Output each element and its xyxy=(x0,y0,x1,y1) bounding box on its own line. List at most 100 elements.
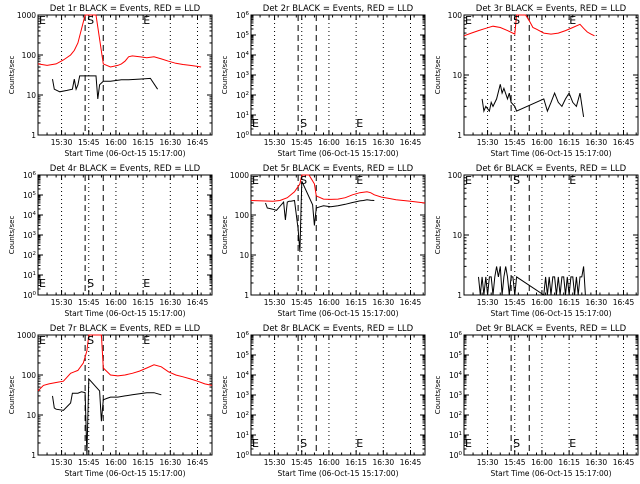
y-tick-label: 105 xyxy=(23,191,37,200)
end-marker-left: E xyxy=(39,14,46,27)
y-tick-label: 100 xyxy=(448,11,463,20)
y-tick-label: 105 xyxy=(236,31,250,40)
end-marker-left: E xyxy=(465,437,472,450)
x-axis-label: Start Time (06-Oct-15 15:17:00) xyxy=(64,309,185,318)
end-marker: E xyxy=(143,14,150,27)
x-tick-label: 15:30 xyxy=(477,138,499,147)
y-tick-label: 10 xyxy=(452,71,462,80)
x-tick-label: 16:45 xyxy=(187,458,209,467)
chart-panel-1: Det 1r BLACK = Events, RED = LLD 1 10 100 10… xyxy=(8,4,213,158)
chart-title: Det 8r BLACK = Events, RED = LLD xyxy=(263,324,414,334)
y-tick-label: 106 xyxy=(23,171,37,180)
x-tick-label: 16:45 xyxy=(187,138,209,147)
series-line-red xyxy=(37,334,213,392)
start-marker: S xyxy=(300,174,307,187)
x-tick-label: 15:30 xyxy=(264,298,286,307)
start-marker: S xyxy=(87,277,94,290)
end-marker: E xyxy=(569,174,576,187)
y-tick-label: 101 xyxy=(236,111,249,120)
y-tick-label: 101 xyxy=(449,431,462,440)
series-line-black xyxy=(265,180,375,252)
x-tick-label: 15:30 xyxy=(51,458,73,467)
y-axis-label: Counts/sec xyxy=(434,56,442,95)
y-tick-label: 104 xyxy=(23,211,37,220)
x-tick-label: 16:15 xyxy=(132,458,154,467)
x-tick-label: 16:45 xyxy=(613,298,635,307)
series-line-black xyxy=(481,84,585,117)
chart-title: Det 9r BLACK = Events, RED = LLD xyxy=(476,324,627,334)
x-tick-label: 15:30 xyxy=(264,138,286,147)
x-tick-label: 16:00 xyxy=(318,298,340,307)
x-axis-label: Start Time (06-Oct-15 15:17:00) xyxy=(64,149,185,158)
end-marker: E xyxy=(143,277,150,290)
x-tick-label: 15:30 xyxy=(51,138,73,147)
x-tick-label: 15:45 xyxy=(504,298,526,307)
end-marker: E xyxy=(569,437,576,450)
start-marker: S xyxy=(300,117,307,130)
y-tick-label: 106 xyxy=(236,331,250,340)
y-tick-label: 102 xyxy=(449,411,462,420)
y-tick-label: 104 xyxy=(236,51,250,60)
y-tick-label: 1000 xyxy=(230,171,249,180)
y-tick-label: 105 xyxy=(236,351,250,360)
y-tick-label: 103 xyxy=(236,391,250,400)
y-tick-label: 100 xyxy=(236,451,250,460)
y-axis-label: Counts/sec xyxy=(8,216,16,255)
y-tick-label: 100 xyxy=(22,371,37,380)
plot-frame xyxy=(250,174,426,296)
y-tick-label: 101 xyxy=(23,271,36,280)
y-tick-label: 1 xyxy=(244,291,249,300)
x-tick-label: 15:30 xyxy=(477,298,499,307)
plot-frame xyxy=(250,334,426,456)
y-tick-label: 104 xyxy=(236,371,250,380)
series-line-black xyxy=(52,75,159,99)
x-tick-label: 16:30 xyxy=(586,138,608,147)
x-tick-label: 15:30 xyxy=(51,298,73,307)
x-tick-label: 15:45 xyxy=(291,138,313,147)
y-tick-label: 100 xyxy=(448,171,463,180)
y-tick-label: 106 xyxy=(236,11,250,20)
x-axis-label: Start Time (06-Oct-15 15:17:00) xyxy=(277,149,398,158)
chart-title: Det 5r BLACK = Events, RED = LLD xyxy=(263,164,414,174)
x-tick-label: 16:00 xyxy=(105,458,127,467)
x-tick-label: 16:00 xyxy=(318,458,340,467)
y-tick-label: 1000 xyxy=(17,11,36,20)
end-marker-left: E xyxy=(39,277,46,290)
x-tick-label: 15:45 xyxy=(291,298,313,307)
end-marker-left: E xyxy=(465,14,472,27)
y-tick-label: 102 xyxy=(236,411,249,420)
chart-panel-4: Det 4r BLACK = Events, RED = LLD 100 101 10… xyxy=(8,164,213,318)
x-tick-label: 15:45 xyxy=(291,458,313,467)
end-marker: E xyxy=(143,334,150,347)
x-tick-label: 16:30 xyxy=(373,458,395,467)
y-tick-label: 103 xyxy=(449,391,463,400)
y-axis-label: Counts/sec xyxy=(221,56,229,95)
series-line-red xyxy=(463,14,595,37)
y-tick-label: 1 xyxy=(457,131,462,140)
x-tick-label: 16:15 xyxy=(345,298,367,307)
y-tick-label: 105 xyxy=(449,351,463,360)
x-tick-label: 16:45 xyxy=(613,458,635,467)
end-marker-left: E xyxy=(465,174,472,187)
y-tick-label: 100 xyxy=(235,211,250,220)
y-tick-label: 103 xyxy=(23,231,37,240)
chart-panel-9: Det 9r BLACK = Events, RED = LLD 100 101 10… xyxy=(434,324,639,478)
x-tick-label: 16:45 xyxy=(400,138,422,147)
chart-title: Det 1r BLACK = Events, RED = LLD xyxy=(50,4,201,14)
x-tick-label: 15:30 xyxy=(264,458,286,467)
x-tick-label: 15:45 xyxy=(78,138,100,147)
y-tick-label: 1 xyxy=(457,291,462,300)
x-axis-label: Start Time (06-Oct-15 15:17:00) xyxy=(490,149,611,158)
end-marker-left: E xyxy=(252,174,259,187)
chart-panel-7: Det 7r BLACK = Events, RED = LLD 1 10 100 10… xyxy=(8,324,213,478)
chart-panel-8: Det 8r BLACK = Events, RED = LLD 100 101 10… xyxy=(221,324,426,478)
plot-frame xyxy=(37,334,213,456)
start-marker: S xyxy=(513,14,520,27)
y-tick-label: 1 xyxy=(31,451,36,460)
start-marker: S xyxy=(513,437,520,450)
x-tick-label: 15:45 xyxy=(78,458,100,467)
x-tick-label: 16:15 xyxy=(558,138,580,147)
x-tick-label: 16:45 xyxy=(400,298,422,307)
series-line-red xyxy=(37,14,202,68)
